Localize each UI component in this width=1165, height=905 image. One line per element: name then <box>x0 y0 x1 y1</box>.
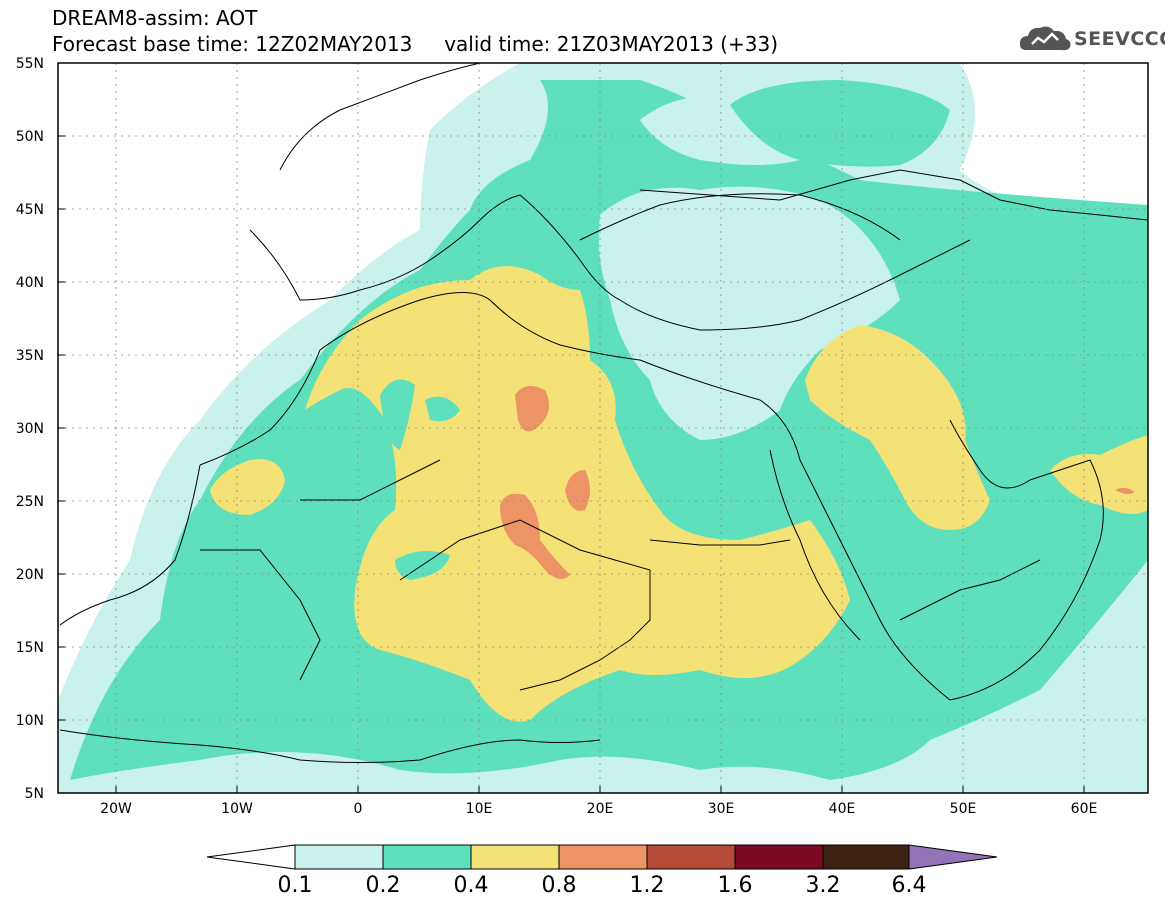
colorbar-label: 0.4 <box>454 873 489 898</box>
seevccc-logo: SEEVCCC <box>1018 22 1165 56</box>
aot-region-0.2 <box>425 396 460 422</box>
cloud-icon <box>1019 26 1071 51</box>
lat-label: 5N <box>25 786 44 802</box>
lon-label: 10E <box>466 801 493 817</box>
colorbar-label: 0.1 <box>278 873 313 898</box>
aot-region-0.4 <box>210 459 285 515</box>
latitude-labels: 55N 50N 45N 40N 35N 30N 25N 20N 15N 10N … <box>16 56 44 802</box>
colorbar-label: 0.2 <box>366 873 401 898</box>
colorbar-swatch <box>382 844 472 870</box>
aot-region-0.4 <box>1050 435 1148 514</box>
lat-label: 35N <box>16 348 44 364</box>
aot-contour-fill <box>58 63 1148 793</box>
lon-label: 60E <box>1071 801 1098 817</box>
lat-label: 15N <box>16 640 44 656</box>
lat-label: 50N <box>16 129 44 145</box>
coastlines-borders <box>59 63 1148 763</box>
lon-label: 20E <box>587 801 614 817</box>
lat-label: 45N <box>16 202 44 218</box>
lon-label: 10W <box>221 801 253 817</box>
lon-label: 20W <box>100 801 132 817</box>
colorbar-swatch <box>470 844 560 870</box>
colorbar-label: 0.8 <box>542 873 577 898</box>
colorbar-label: 3.2 <box>806 873 841 898</box>
aot-region-0.4 <box>805 325 990 530</box>
lon-label: 0 <box>354 801 363 817</box>
axis-ticks <box>58 135 1085 793</box>
aot-region-0.2 <box>730 80 950 167</box>
lon-label: 30E <box>708 801 735 817</box>
forecast-time-subtitle: Forecast base time: 12Z02MAY2013 valid t… <box>52 32 778 56</box>
aot-region-0.2 <box>380 379 415 450</box>
lat-label: 40N <box>16 275 44 291</box>
colorbar-label: 6.4 <box>892 873 927 898</box>
colorbar-label: 1.6 <box>718 873 753 898</box>
longitude-labels: 20W 10W 0 10E 20E 30E 40E 50E 60E <box>100 801 1097 817</box>
lat-label: 25N <box>16 494 44 510</box>
lat-label: 20N <box>16 567 44 583</box>
colorbar: 0.1 0.2 0.4 0.8 1.2 1.6 3.2 6.4 <box>206 844 998 898</box>
colorbar-label: 1.2 <box>630 873 665 898</box>
colorbar-swatch <box>822 844 910 870</box>
map-title: DREAM8-assim: AOT <box>52 6 258 30</box>
aot-region-0.8 <box>500 493 570 579</box>
lat-label: 10N <box>16 713 44 729</box>
aot-region-0.1 <box>640 95 800 165</box>
logo-text: SEEVCCC <box>1074 28 1165 50</box>
colorbar-swatch <box>646 844 736 870</box>
colorbar-min-arrow <box>206 844 296 870</box>
colorbar-swatch <box>294 844 384 870</box>
graticule <box>58 63 1148 793</box>
aot-region-0.1 <box>598 186 900 440</box>
colorbar-swatch <box>734 844 824 870</box>
lon-label: 50E <box>950 801 977 817</box>
colorbar-max-arrow <box>908 844 998 870</box>
lat-label: 30N <box>16 421 44 437</box>
colorbar-swatch <box>558 844 648 870</box>
lat-label: 55N <box>16 56 44 72</box>
aot-region-0.8 <box>515 386 549 432</box>
lon-label: 40E <box>829 801 856 817</box>
aot-region-0.8 <box>1115 487 1135 495</box>
